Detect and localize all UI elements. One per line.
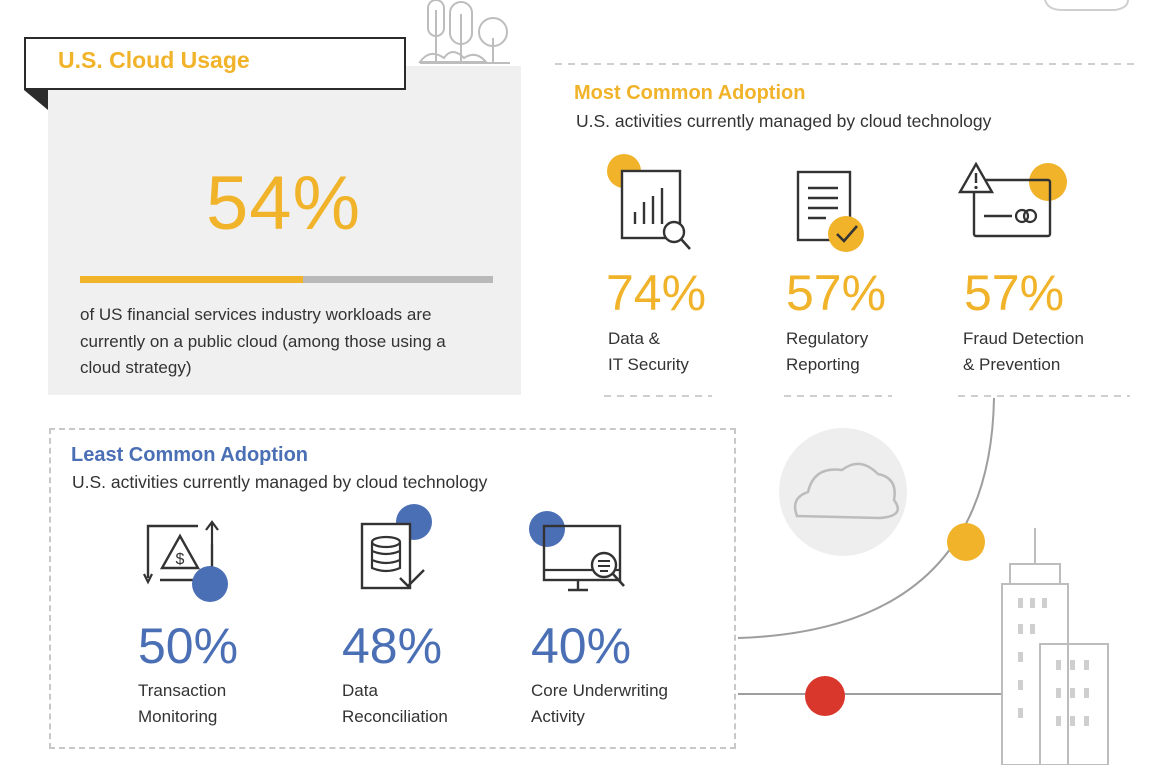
most-common-subtitle: U.S. activities currently managed by clo… xyxy=(576,111,992,131)
stat-label-line-2: Reporting xyxy=(786,355,860,374)
stat-label-data-it-security: Data & IT Security xyxy=(608,326,689,378)
stat-label-line-1: Regulatory xyxy=(786,329,869,348)
stat-label-data-reconciliation: Data Reconciliation xyxy=(342,678,448,730)
transaction-warning-icon: $ xyxy=(143,520,228,602)
document-check-icon xyxy=(796,170,864,252)
stat-label-transaction-monitoring: Transaction Monitoring xyxy=(138,678,226,730)
stat-value-regulatory-reporting: 57% xyxy=(786,265,887,321)
security-analytics-icon xyxy=(607,154,691,250)
stat-label-fraud-detection: Fraud Detection & Prevention xyxy=(963,326,1084,378)
stat-label-line-2: Reconciliation xyxy=(342,707,448,726)
usage-title: U.S. Cloud Usage xyxy=(58,47,250,73)
svg-text:$: $ xyxy=(176,551,185,568)
cloud-icon-top-right xyxy=(1044,0,1129,11)
stat-label-line-1: Fraud Detection xyxy=(963,329,1084,348)
stat-label-line-2: & Prevention xyxy=(963,355,1061,374)
stat-value-data-it-security: 74% xyxy=(606,265,707,321)
cloud-icon-circle xyxy=(793,462,899,520)
stat-label-line-1: Data & xyxy=(608,329,660,348)
connector-curve xyxy=(737,397,995,639)
most-common-title: Most Common Adoption xyxy=(574,82,806,104)
stat-label-line-1: Core Underwriting xyxy=(531,681,668,700)
trees-icon xyxy=(418,0,510,64)
least-common-title: Least Common Adoption xyxy=(71,444,309,466)
usage-percent: 54% xyxy=(206,161,362,246)
stat-label-core-underwriting: Core Underwriting Activity xyxy=(531,678,668,730)
stat-label-line-1: Transaction xyxy=(138,681,227,700)
red-dot xyxy=(805,676,845,716)
database-check-icon xyxy=(360,504,432,590)
stat-label-line-2: Monitoring xyxy=(138,707,218,726)
usage-description: of US financial services industry worklo… xyxy=(80,305,446,377)
usage-progress-fill xyxy=(80,276,304,283)
least-common-box xyxy=(49,428,736,749)
stat-label-line-2: IT Security xyxy=(608,355,689,374)
least-common-subtitle: U.S. activities currently managed by clo… xyxy=(72,472,488,492)
usage-tab xyxy=(24,37,406,90)
building-windows xyxy=(1018,598,1089,726)
yellow-dot xyxy=(947,523,985,561)
stat-label-line-2: Activity xyxy=(531,707,585,726)
stat-label-line-1: Data xyxy=(342,681,378,700)
buildings-icon xyxy=(1001,528,1109,765)
monitor-search-icon xyxy=(529,511,625,592)
usage-panel xyxy=(48,66,521,395)
stat-value-transaction-monitoring: 50% xyxy=(138,618,239,674)
stat-value-fraud-detection: 57% xyxy=(964,265,1065,321)
usage-progress-bar xyxy=(80,276,493,283)
stat-value-data-reconciliation: 48% xyxy=(342,618,443,674)
stat-value-core-underwriting: 40% xyxy=(531,618,632,674)
cloud-circle xyxy=(779,428,907,556)
stat-label-regulatory-reporting: Regulatory Reporting xyxy=(786,326,868,378)
usage-tab-fold xyxy=(24,90,48,110)
credit-card-warning-icon xyxy=(958,161,1067,238)
